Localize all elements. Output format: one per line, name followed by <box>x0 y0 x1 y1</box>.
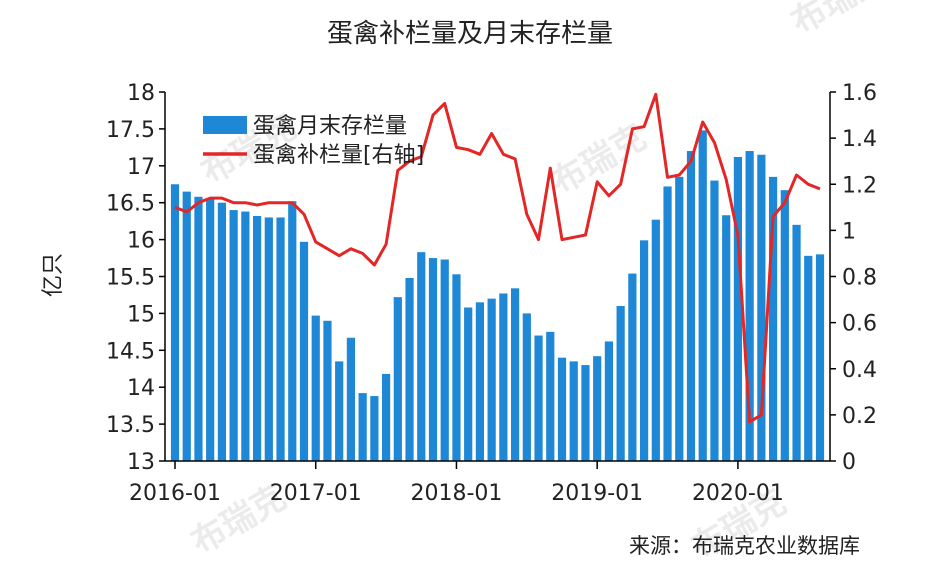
bar <box>323 320 332 461</box>
y-right-tick-label: 1.4 <box>842 127 877 152</box>
bar <box>252 215 262 461</box>
y-right-tick-label: 0.8 <box>842 266 877 291</box>
bar <box>698 130 707 461</box>
source-note: 来源：布瑞克农业数据库 <box>629 534 860 558</box>
bar <box>722 215 731 461</box>
bar <box>499 293 508 461</box>
bar <box>440 259 449 461</box>
bar <box>546 331 555 461</box>
bar <box>346 337 356 461</box>
watermark-text: 布瑞克 <box>785 0 893 43</box>
bar <box>628 273 637 461</box>
y-right-tick-label: 1.2 <box>842 173 877 198</box>
bar <box>792 224 801 461</box>
line-series <box>174 92 821 424</box>
y-right-tick-label: 1 <box>842 219 856 244</box>
legend-swatch-bar <box>203 116 247 134</box>
bar <box>757 154 766 462</box>
axes: 13 13.5 14 14.5 15 15.5 16 16.5 17 17.5 18 0 0.2 0.4 0… <box>106 81 877 506</box>
bar <box>569 361 578 461</box>
bar <box>815 254 825 461</box>
chart-title: 蛋禽补栏量及月末存栏量 <box>327 19 613 49</box>
bar <box>593 356 602 461</box>
y-left-tick-label: 15 <box>127 302 155 327</box>
bar <box>229 210 238 461</box>
x-tick-label: 2016-01 <box>129 481 221 506</box>
bar <box>381 373 391 461</box>
bar <box>686 151 696 462</box>
y-left-tick-label: 13 <box>127 450 155 475</box>
bar <box>639 240 649 461</box>
bar <box>194 196 203 461</box>
bar <box>522 313 531 461</box>
y-left-tick-label: 14.5 <box>106 339 155 364</box>
bar <box>804 255 813 461</box>
bar <box>464 307 473 461</box>
bar <box>370 396 379 461</box>
bar <box>452 274 461 461</box>
bar <box>299 241 309 461</box>
bar <box>311 315 320 461</box>
y-right-tick-label: 1.6 <box>842 81 877 106</box>
bar <box>616 306 625 461</box>
bar <box>651 219 660 461</box>
bar <box>604 341 614 461</box>
bar <box>745 151 754 462</box>
y-left-tick-label: 13.5 <box>106 413 155 438</box>
bar <box>393 297 402 461</box>
x-tick-label: 2020-01 <box>692 481 784 506</box>
line-path <box>174 92 821 424</box>
bar <box>768 176 778 461</box>
y-left-tick-label: 16 <box>127 229 155 254</box>
bar-series <box>170 130 825 462</box>
bar <box>182 191 191 461</box>
bar <box>241 211 250 461</box>
bar <box>475 302 485 461</box>
bar <box>675 176 684 461</box>
bar <box>206 199 215 461</box>
bar <box>534 335 543 461</box>
x-tick-label: 2017-01 <box>270 481 362 506</box>
bar <box>557 357 567 461</box>
bar <box>405 277 414 461</box>
bar <box>780 190 789 462</box>
y-left-tick-label: 17.5 <box>106 118 155 143</box>
y-left-tick-label: 17 <box>127 155 155 180</box>
bar <box>428 258 438 461</box>
bar <box>335 361 344 461</box>
bar <box>510 288 520 461</box>
x-tick-label: 2018-01 <box>410 481 502 506</box>
bar <box>264 217 273 461</box>
y-right-tick-label: 0.2 <box>842 404 877 429</box>
y-axis-left-label: 亿只 <box>41 253 66 297</box>
bar <box>417 252 426 461</box>
bar <box>276 217 285 461</box>
legend-label-bar: 蛋禽月末存栏量 <box>253 114 407 139</box>
bar <box>710 180 719 461</box>
y-right-tick-label: 0.4 <box>842 358 877 383</box>
y-left-tick-label: 16.5 <box>106 192 155 217</box>
bar <box>733 156 743 461</box>
bar <box>170 184 180 461</box>
legend-label-line: 蛋禽补栏量[右轴] <box>253 143 424 168</box>
watermark-text: 布瑞克 <box>545 117 653 203</box>
x-tick-label: 2019-01 <box>551 481 643 506</box>
y-right-tick-label: 0 <box>842 450 856 475</box>
bar <box>288 201 297 461</box>
y-left-tick-label: 15.5 <box>106 266 155 291</box>
bar <box>217 202 227 461</box>
bar <box>663 186 672 462</box>
bar <box>487 298 496 461</box>
bar <box>581 365 590 461</box>
y-left-tick-label: 14 <box>127 376 155 401</box>
bar <box>358 393 367 461</box>
y-left-tick-label: 18 <box>127 81 155 106</box>
y-right-tick-label: 0.6 <box>842 312 877 337</box>
